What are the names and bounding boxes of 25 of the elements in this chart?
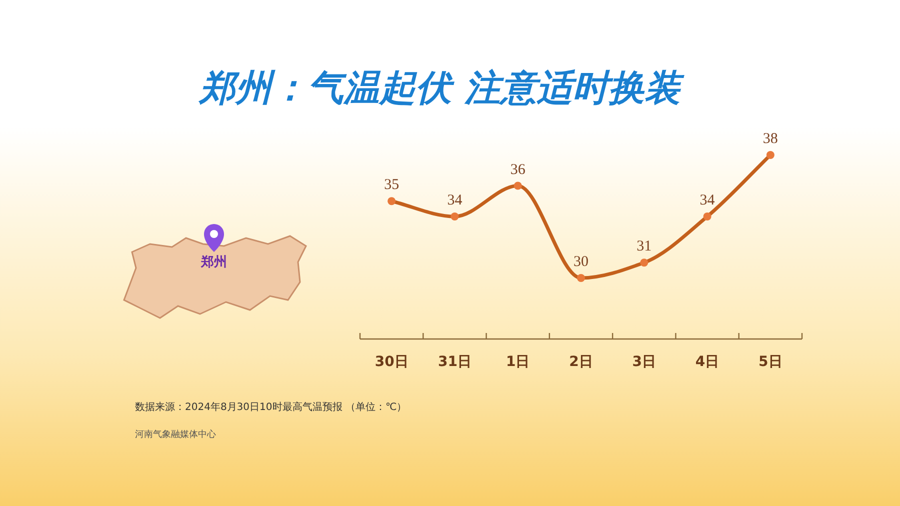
x-tick-label: 30日 [374,354,408,370]
data-label: 30 [574,254,588,270]
point [450,212,459,220]
text: 郑州 [200,255,227,270]
point [514,182,522,190]
point [766,151,774,159]
data-label: 36 [510,162,526,178]
text: 河南气象融媒体中心 [135,429,216,440]
x-tick-label: 31日 [438,354,472,370]
point [577,274,585,282]
data-label: 34 [700,192,716,208]
data-label: 35 [384,177,400,194]
data-label: 31 [636,238,652,255]
x-tick-label: 3日 [632,354,656,370]
point [703,212,712,220]
x-tick-label: 1日 [506,354,530,370]
x-tick-label: 2日 [569,354,593,370]
point [640,258,648,267]
point [388,197,396,206]
data-label: 38 [762,131,778,147]
chart-title: 郑州：气温起伏 注意适时换装 [198,68,684,109]
data-label: 34 [447,192,463,208]
source-note: 数据来源：2024年8月30日10时最高气温预报 （单位：℃） [135,401,407,413]
x-tick-label: 5日 [758,354,782,370]
x-tick-label: 4日 [695,354,720,370]
